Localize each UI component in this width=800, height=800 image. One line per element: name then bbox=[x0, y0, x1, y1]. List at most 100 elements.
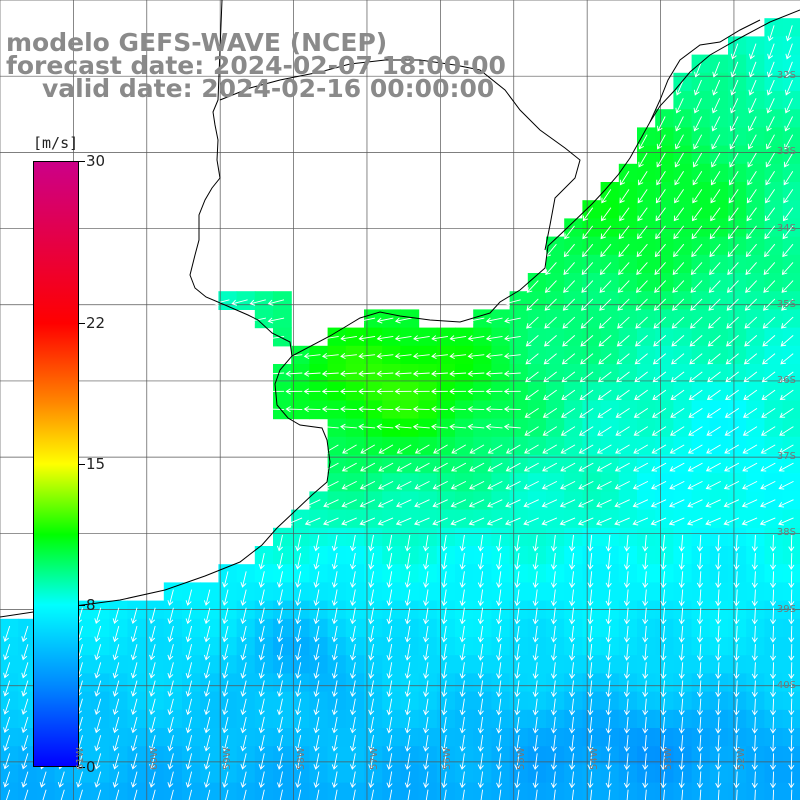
wind-arrow bbox=[623, 698, 630, 716]
wind-arrow bbox=[761, 389, 776, 400]
wind-arrow bbox=[94, 771, 102, 788]
wind-arrow bbox=[377, 517, 394, 526]
wind-arrow bbox=[746, 189, 757, 204]
wind-arrow bbox=[222, 735, 229, 752]
wind-arrow bbox=[553, 789, 556, 800]
wind-arrow bbox=[298, 789, 302, 800]
wind-arrow bbox=[94, 716, 102, 734]
wind-arrow bbox=[660, 735, 667, 752]
wind-arrow bbox=[386, 716, 393, 734]
wind-arrow bbox=[258, 662, 265, 679]
wind-arrow bbox=[657, 116, 666, 132]
wind-arrow bbox=[360, 444, 376, 454]
wind-arrow bbox=[765, 170, 775, 186]
wind-arrow bbox=[633, 444, 649, 454]
wind-arrow bbox=[693, 98, 702, 114]
wind-arrow bbox=[532, 662, 539, 680]
wind-arrow bbox=[112, 698, 120, 716]
wind-arrow bbox=[751, 534, 758, 552]
wind-arrow bbox=[477, 662, 484, 680]
wind-arrow bbox=[689, 316, 703, 329]
wind-arrow bbox=[728, 189, 739, 204]
wind-arrow bbox=[733, 607, 740, 625]
wind-arrow bbox=[167, 735, 174, 752]
wind-arrow bbox=[222, 644, 229, 661]
longitude-label: 54W bbox=[589, 747, 601, 770]
wind-arrow bbox=[459, 753, 466, 770]
wind-arrow bbox=[751, 771, 758, 789]
wind-arrow bbox=[596, 499, 612, 508]
wind-arrow bbox=[313, 698, 320, 716]
wind-arrow bbox=[623, 716, 630, 734]
wind-arrow bbox=[550, 662, 557, 680]
wind-arrow bbox=[514, 644, 521, 661]
wind-arrow bbox=[276, 534, 283, 552]
wind-arrow bbox=[541, 517, 558, 526]
wind-arrow bbox=[368, 553, 375, 570]
wind-arrow bbox=[368, 680, 375, 698]
wind-arrow bbox=[642, 735, 649, 752]
wind-arrow bbox=[770, 662, 777, 680]
wind-arrow bbox=[569, 607, 576, 625]
wind-arrow bbox=[550, 716, 557, 734]
wind-arrow bbox=[231, 299, 248, 306]
wind-arrow bbox=[715, 589, 722, 607]
wind-arrow bbox=[715, 534, 722, 552]
wind-arrow bbox=[203, 607, 211, 625]
wind-arrow bbox=[710, 189, 721, 204]
wind-arrow bbox=[222, 698, 229, 716]
wind-arrow bbox=[496, 735, 503, 752]
wind-arrow bbox=[423, 662, 430, 679]
wind-arrow bbox=[485, 352, 503, 360]
wind-arrow bbox=[692, 152, 703, 168]
wind-arrow bbox=[725, 353, 739, 365]
wind-arrow bbox=[708, 280, 721, 293]
wind-arrow bbox=[711, 116, 721, 132]
wind-arrow bbox=[423, 589, 430, 607]
wind-arrow bbox=[404, 607, 411, 625]
wind-arrow bbox=[550, 553, 557, 570]
wind-arrow bbox=[368, 644, 375, 661]
wind-arrow bbox=[708, 316, 721, 329]
wind-arrow bbox=[532, 644, 539, 661]
wind-arrow bbox=[349, 680, 357, 698]
wind-arrow bbox=[222, 571, 229, 588]
wind-arrow bbox=[561, 389, 576, 400]
wind-arrow bbox=[432, 480, 448, 490]
wind-arrow bbox=[459, 680, 466, 698]
wind-arrow bbox=[781, 262, 794, 276]
wind-arrow bbox=[785, 25, 793, 42]
wind-arrow bbox=[746, 207, 757, 222]
wind-arrow bbox=[222, 589, 229, 606]
wind-arrow bbox=[681, 789, 684, 800]
wind-arrow bbox=[349, 625, 357, 643]
wind-arrow bbox=[258, 771, 265, 789]
wind-arrow bbox=[467, 370, 485, 377]
wind-arrow bbox=[633, 462, 649, 472]
wind-arrow bbox=[733, 644, 740, 661]
wind-arrow bbox=[733, 771, 740, 789]
wind-arrow bbox=[514, 771, 521, 789]
wind-arrow bbox=[733, 625, 740, 643]
wind-arrow bbox=[222, 753, 229, 770]
wind-arrow bbox=[240, 571, 247, 588]
wind-arrow bbox=[305, 499, 321, 508]
wind-speed-cell bbox=[746, 182, 765, 201]
wind-arrow bbox=[754, 789, 756, 800]
wind-arrow bbox=[431, 370, 448, 377]
wind-arrow bbox=[130, 607, 138, 625]
wind-arrow bbox=[742, 444, 758, 454]
wind-arrow bbox=[779, 389, 794, 400]
wind-arrow bbox=[276, 680, 283, 698]
wind-speed-cell bbox=[673, 345, 693, 365]
wind-arrow bbox=[678, 680, 685, 698]
wind-arrow bbox=[577, 517, 594, 526]
wind-arrow bbox=[788, 625, 795, 643]
wind-arrow bbox=[748, 79, 757, 96]
wind-arrow bbox=[711, 134, 721, 150]
wind-arrow bbox=[569, 716, 576, 734]
wind-arrow bbox=[349, 662, 357, 679]
wind-arrow bbox=[623, 735, 630, 752]
longitude-label: 56W bbox=[442, 747, 454, 770]
